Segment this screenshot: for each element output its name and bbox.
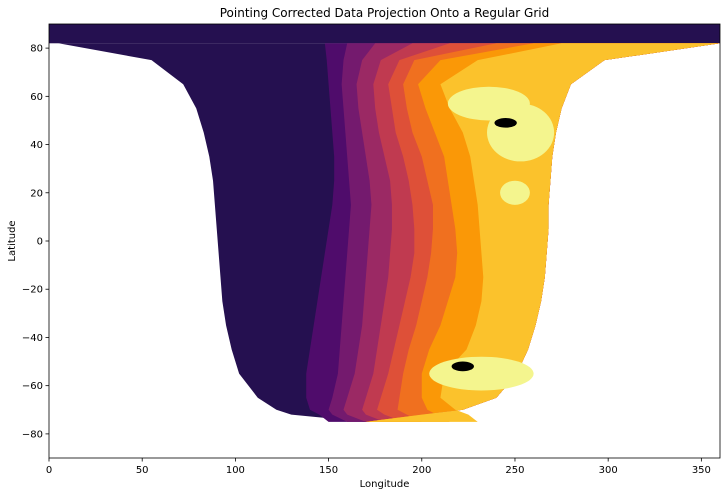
hot-spot-3 — [429, 356, 534, 391]
hot-spot-4 — [500, 180, 530, 205]
hot-spot-5 — [494, 118, 517, 128]
x-tick-label: 200 — [412, 465, 431, 476]
x-tick-label: 300 — [599, 465, 618, 476]
chart-title: Pointing Corrected Data Projection Onto … — [220, 6, 550, 20]
x-axis: 0 50 100 150 200 250 300 350 — [46, 458, 711, 476]
y-tick-label: −80 — [22, 429, 43, 440]
contour-band-level-8 — [365, 43, 720, 422]
y-tick-label: −60 — [22, 381, 43, 392]
y-tick-label: 60 — [30, 92, 43, 103]
y-axis: −80 −60 −40 −20 0 20 40 60 80 — [22, 44, 49, 440]
hot-spot-2 — [487, 103, 555, 162]
x-tick-label: 150 — [319, 465, 338, 476]
y-tick-label: 80 — [30, 44, 43, 55]
y-tick-label: 0 — [37, 237, 43, 248]
y-tick-label: −20 — [22, 285, 43, 296]
y-tick-label: 40 — [30, 140, 43, 151]
north-cap-band — [49, 24, 720, 44]
y-tick-label: 20 — [30, 188, 43, 199]
y-tick-label: −40 — [22, 333, 43, 344]
x-tick-label: 100 — [226, 465, 245, 476]
y-axis-title: Latitude — [7, 220, 18, 261]
x-tick-label: 0 — [46, 465, 52, 476]
x-tick-label: 50 — [136, 465, 149, 476]
hot-spot-6 — [451, 361, 474, 372]
plot-area — [49, 24, 720, 422]
x-tick-label: 350 — [692, 465, 711, 476]
x-tick-label: 250 — [505, 465, 524, 476]
x-axis-title: Longitude — [360, 479, 410, 490]
